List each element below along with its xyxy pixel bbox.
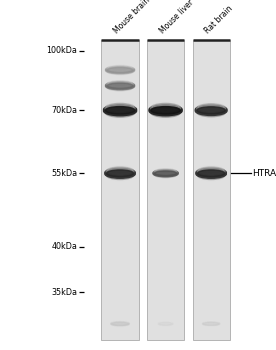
Ellipse shape (158, 322, 173, 326)
Ellipse shape (108, 69, 132, 76)
Ellipse shape (107, 83, 133, 89)
Ellipse shape (105, 83, 135, 90)
Ellipse shape (105, 107, 135, 114)
Ellipse shape (149, 106, 182, 116)
Ellipse shape (108, 85, 132, 92)
Ellipse shape (154, 169, 177, 175)
Ellipse shape (203, 322, 220, 325)
Ellipse shape (107, 65, 133, 72)
Ellipse shape (197, 167, 225, 176)
Ellipse shape (111, 322, 129, 326)
Text: 70kDa: 70kDa (51, 106, 77, 115)
Text: 40kDa: 40kDa (51, 242, 77, 251)
Ellipse shape (158, 322, 173, 325)
Ellipse shape (152, 102, 179, 112)
Text: Mouse liver: Mouse liver (158, 0, 195, 35)
Text: Rat brain: Rat brain (203, 4, 235, 35)
Ellipse shape (197, 104, 225, 113)
Ellipse shape (149, 105, 182, 114)
Ellipse shape (105, 103, 135, 113)
Ellipse shape (107, 68, 133, 75)
Ellipse shape (108, 64, 132, 71)
Ellipse shape (113, 323, 128, 327)
Ellipse shape (159, 323, 172, 325)
Ellipse shape (195, 106, 227, 116)
Ellipse shape (105, 168, 135, 177)
Ellipse shape (104, 105, 137, 114)
Ellipse shape (108, 166, 132, 175)
Ellipse shape (151, 103, 181, 113)
Ellipse shape (159, 323, 172, 326)
Ellipse shape (203, 322, 219, 325)
Ellipse shape (204, 321, 218, 324)
Ellipse shape (199, 172, 224, 181)
Ellipse shape (113, 321, 128, 324)
Ellipse shape (153, 171, 178, 177)
Ellipse shape (196, 169, 226, 178)
Ellipse shape (199, 166, 224, 175)
Ellipse shape (112, 323, 129, 327)
Ellipse shape (197, 171, 225, 180)
Ellipse shape (203, 322, 220, 326)
Ellipse shape (105, 66, 135, 73)
Ellipse shape (107, 68, 133, 72)
Ellipse shape (111, 322, 129, 326)
Ellipse shape (108, 172, 132, 181)
Ellipse shape (104, 106, 137, 116)
Text: 100kDa: 100kDa (46, 46, 77, 55)
Bar (193, 40, 230, 340)
Ellipse shape (155, 171, 177, 176)
Ellipse shape (105, 107, 135, 117)
Text: 35kDa: 35kDa (51, 288, 77, 297)
Ellipse shape (151, 107, 181, 117)
Ellipse shape (203, 321, 219, 325)
Text: HTRA1: HTRA1 (253, 169, 276, 178)
Ellipse shape (107, 170, 134, 177)
Ellipse shape (155, 173, 176, 179)
Ellipse shape (153, 170, 178, 176)
Bar (102, 40, 139, 340)
Ellipse shape (106, 167, 134, 176)
Ellipse shape (204, 323, 218, 327)
Ellipse shape (105, 67, 135, 74)
Text: Mouse brain: Mouse brain (112, 0, 152, 35)
Ellipse shape (107, 81, 133, 88)
Ellipse shape (196, 168, 226, 177)
Ellipse shape (197, 108, 225, 117)
Ellipse shape (151, 107, 180, 114)
Ellipse shape (195, 105, 227, 114)
Ellipse shape (107, 84, 133, 91)
Ellipse shape (105, 169, 135, 178)
Ellipse shape (198, 103, 224, 112)
Ellipse shape (107, 102, 134, 112)
Ellipse shape (152, 109, 179, 119)
Ellipse shape (154, 172, 177, 178)
Ellipse shape (107, 109, 134, 119)
Ellipse shape (108, 80, 132, 87)
Ellipse shape (112, 322, 128, 325)
Text: 55kDa: 55kDa (51, 169, 77, 178)
Bar (147, 40, 184, 340)
Ellipse shape (203, 323, 219, 326)
Ellipse shape (112, 321, 129, 325)
Ellipse shape (197, 107, 225, 114)
Ellipse shape (198, 170, 225, 177)
Ellipse shape (106, 171, 134, 180)
Ellipse shape (198, 109, 224, 118)
Ellipse shape (155, 168, 176, 174)
Ellipse shape (159, 322, 172, 325)
Ellipse shape (105, 82, 135, 89)
